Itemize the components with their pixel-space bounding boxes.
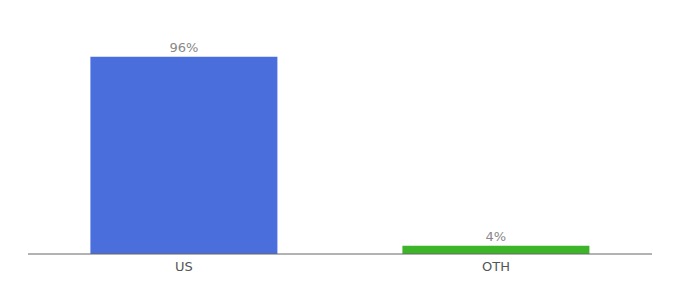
svg-text:4%: 4% xyxy=(486,229,507,244)
svg-text:OTH: OTH xyxy=(482,259,510,274)
svg-text:US: US xyxy=(175,259,193,274)
svg-text:96%: 96% xyxy=(169,40,198,55)
